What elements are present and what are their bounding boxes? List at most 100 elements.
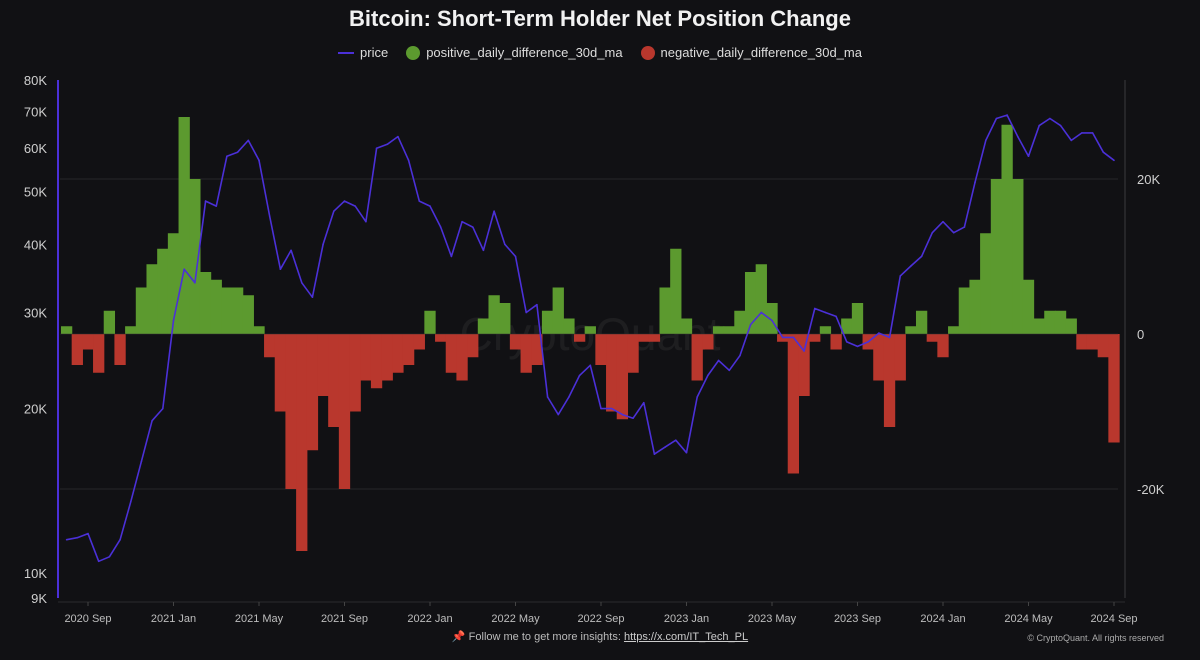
price-point xyxy=(482,249,485,252)
price-point xyxy=(600,407,602,410)
footer-link[interactable]: https://x.com/IT_Tech_PL xyxy=(623,631,749,643)
positive-bar xyxy=(851,303,864,334)
x-tick-label: 2022 Sep xyxy=(577,613,624,625)
price-point xyxy=(375,147,378,149)
negative-bar xyxy=(873,334,885,381)
price-point xyxy=(300,281,303,284)
price-point xyxy=(183,268,185,271)
negative-bar xyxy=(616,334,629,420)
negative-bar xyxy=(93,334,105,373)
negative-bar xyxy=(370,334,383,389)
price-point xyxy=(129,500,132,503)
positive-bar xyxy=(659,287,671,334)
left-tick-label: 40K xyxy=(24,237,47,252)
positive-bar xyxy=(1022,279,1035,334)
price-point xyxy=(407,159,410,162)
positive-bar xyxy=(199,272,212,334)
positive-bar xyxy=(253,326,265,334)
x-tick-label: 2023 Sep xyxy=(834,613,881,625)
positive-bar xyxy=(552,287,564,334)
positive-bar xyxy=(712,326,725,334)
pin-icon: 📌 xyxy=(451,631,466,643)
price-point xyxy=(76,536,79,539)
price-point xyxy=(632,417,634,420)
price-point xyxy=(717,359,720,362)
price-point xyxy=(87,532,89,535)
negative-bar xyxy=(392,334,404,373)
negative-bar xyxy=(402,334,415,365)
positive-bar xyxy=(584,326,596,334)
negative-bar xyxy=(274,334,287,412)
positive-bar xyxy=(488,295,500,334)
negative-bar xyxy=(520,334,532,373)
price-point xyxy=(803,350,805,352)
negative-swatch xyxy=(640,45,655,60)
legend: price positive_daily_difference_30d_ma n… xyxy=(0,45,1200,60)
positive-bar xyxy=(819,326,832,334)
price-point xyxy=(514,255,517,258)
price-point xyxy=(279,268,282,271)
price-point xyxy=(1059,124,1062,127)
price-point xyxy=(172,319,175,322)
price-point xyxy=(226,155,228,158)
legend-item-positive[interactable]: positive_daily_difference_30d_ma xyxy=(406,45,623,60)
price-point xyxy=(664,446,666,448)
negative-bar xyxy=(445,334,458,373)
negative-bar xyxy=(1108,334,1120,443)
positive-bar xyxy=(541,310,554,334)
positive-swatch xyxy=(406,45,421,60)
positive-bar xyxy=(958,287,971,334)
price-point xyxy=(696,396,698,398)
negative-bar xyxy=(937,334,949,358)
price-point xyxy=(846,341,848,343)
left-tick-label: 9K xyxy=(31,591,47,606)
positive-bar xyxy=(242,295,254,334)
positive-bar xyxy=(948,326,960,334)
price-point xyxy=(888,336,891,339)
x-tick-label: 2021 Sep xyxy=(321,613,368,625)
chart-title: Bitcoin: Short-Term Holder Net Position … xyxy=(349,6,851,31)
negative-bar xyxy=(883,334,896,427)
positive-bar xyxy=(723,326,735,334)
negative-bar xyxy=(317,334,329,396)
negative-bar xyxy=(306,334,319,451)
price-point xyxy=(610,407,613,410)
legend-item-price[interactable]: price xyxy=(338,45,388,60)
price-point xyxy=(878,332,880,334)
negative-bar xyxy=(606,334,618,412)
positive-bar xyxy=(167,233,180,334)
price-point xyxy=(642,401,645,404)
price-point xyxy=(621,413,624,416)
positive-bar xyxy=(189,179,201,334)
legend-item-negative[interactable]: negative_daily_difference_30d_ma xyxy=(640,45,862,60)
negative-bar xyxy=(531,334,543,365)
negative-bar xyxy=(296,334,308,551)
price-point xyxy=(493,210,495,212)
positive-bar xyxy=(744,272,757,334)
price-point xyxy=(963,226,966,228)
left-tick-label: 80K xyxy=(24,73,47,88)
positive-bar xyxy=(221,287,233,334)
price-point xyxy=(931,231,934,234)
price-point xyxy=(108,555,111,558)
legend-label: positive_daily_difference_30d_ma xyxy=(426,45,623,60)
price-point xyxy=(653,453,656,455)
negative-bar xyxy=(435,334,447,342)
price-point xyxy=(707,374,709,377)
positive-bar xyxy=(915,310,928,334)
price-point xyxy=(995,117,998,120)
negative-bar xyxy=(1076,334,1088,350)
negative-bar xyxy=(413,334,425,350)
price-point xyxy=(471,226,474,228)
price-point xyxy=(910,265,912,267)
negative-bar xyxy=(830,334,842,350)
positive-bar xyxy=(969,279,981,334)
right-tick-label: -20K xyxy=(1137,482,1165,497)
x-tick-label: 2021 May xyxy=(235,613,284,625)
positive-bar xyxy=(841,318,853,334)
negative-bar xyxy=(360,334,372,381)
price-point xyxy=(1027,155,1030,158)
copyright: © CryptoQuant. All rights reserved xyxy=(1027,633,1164,643)
price-point xyxy=(119,538,121,541)
